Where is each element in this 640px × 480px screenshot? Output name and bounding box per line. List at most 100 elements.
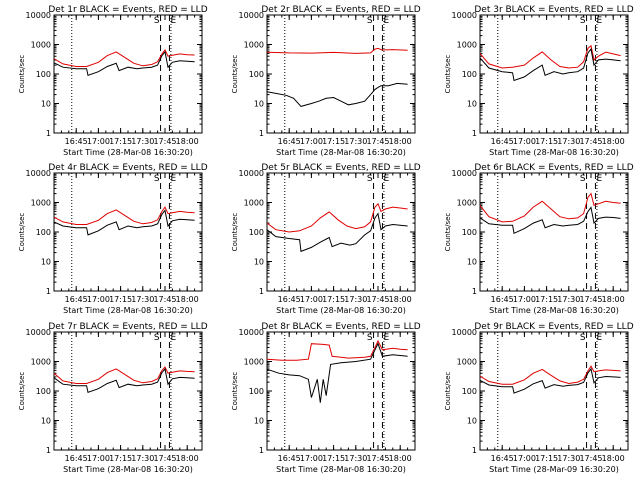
series-line: [479, 365, 621, 385]
marker-label: E: [596, 174, 602, 184]
y-tick-label: 10: [41, 258, 51, 267]
x-axis-label: Start Time (28-Mar-08 16:30:20): [63, 465, 193, 474]
x-tick-label: 17:45: [366, 295, 389, 304]
y-tick-label: 1000: [244, 358, 264, 367]
y-tick-label: 10: [254, 417, 264, 426]
marker-label: S: [154, 174, 160, 184]
series-line: [53, 49, 195, 67]
marker-label: S: [367, 333, 373, 343]
y-tick-label: 10: [467, 258, 477, 267]
x-tick-label: 18:00: [176, 137, 199, 146]
series-line: [266, 202, 408, 233]
x-tick-label: 17:15: [109, 454, 132, 463]
y-tick-label: 10: [467, 100, 477, 109]
x-tick-label: 16:45: [65, 454, 88, 463]
x-axis-label: Start Time (28-Mar-08 16:30:20): [63, 148, 193, 157]
series-line: [266, 339, 408, 361]
x-tick-label: 17:15: [322, 295, 345, 304]
chart-title: Det 1r BLACK = Events, RED = LLD: [48, 5, 207, 15]
plot-frame: [479, 14, 629, 134]
x-tick-label: 17:00: [300, 137, 323, 146]
marker-label: S: [367, 174, 373, 184]
chart-title: Det 6r BLACK = Events, RED = LLD: [474, 163, 633, 173]
x-tick-label: 17:45: [579, 137, 602, 146]
x-tick-label: 17:15: [322, 454, 345, 463]
y-tick-label: 10: [467, 417, 477, 426]
x-tick-label: 17:45: [153, 137, 176, 146]
marker-label: E: [170, 16, 176, 26]
y-axis-label: Counts/sec: [231, 213, 239, 252]
chart-title: Det 7r BLACK = Events, RED = LLD: [48, 322, 207, 332]
y-tick-label: 1000: [31, 199, 51, 208]
x-tick-label: 17:15: [322, 137, 345, 146]
x-tick-label: 18:00: [602, 295, 625, 304]
x-axis-label: Start Time (28-Mar-08 16:30:20): [489, 148, 619, 157]
chart-panel: Det 1r BLACK = Events, RED = LLD 1 10 100 10…: [18, 5, 208, 157]
y-tick-label: 1: [472, 129, 477, 138]
y-tick-label: 10000: [452, 328, 477, 337]
plot-frame: [53, 14, 203, 134]
marker-label: E: [383, 16, 389, 26]
x-tick-label: 17:30: [344, 454, 367, 463]
x-tick-label: 17:00: [300, 454, 323, 463]
series-line: [266, 342, 408, 403]
y-tick-label: 100: [249, 387, 264, 396]
x-axis-label: Start Time (28-Mar-08 16:30:20): [276, 148, 406, 157]
x-tick-label: 17:00: [513, 295, 536, 304]
y-axis-label: Counts/sec: [444, 213, 452, 252]
plot-frame: [479, 172, 629, 292]
series-line: [479, 192, 621, 223]
chart-title: Det 2r BLACK = Events, RED = LLD: [261, 5, 420, 15]
x-tick-label: 17:00: [513, 137, 536, 146]
y-tick-label: 1: [259, 287, 264, 296]
y-tick-label: 100: [36, 387, 51, 396]
x-tick-label: 16:45: [491, 295, 514, 304]
marker-label: S: [154, 16, 160, 26]
x-tick-label: 17:00: [300, 295, 323, 304]
y-tick-label: 1: [46, 446, 51, 455]
chart-panel: Det 2r BLACK = Events, RED = LLD 1 10 100 10…: [231, 5, 421, 157]
marker-label: S: [367, 16, 373, 26]
marker-label: E: [596, 16, 602, 26]
y-tick-label: 1: [259, 129, 264, 138]
x-tick-label: 17:30: [344, 295, 367, 304]
series-line: [53, 209, 195, 236]
y-axis-label: Counts/sec: [18, 213, 26, 252]
y-tick-label: 10000: [452, 11, 477, 20]
x-tick-label: 17:30: [557, 137, 580, 146]
chart-title: Det 4r BLACK = Events, RED = LLD: [48, 163, 207, 173]
y-tick-label: 100: [249, 228, 264, 237]
chart-panel: Det 9r BLACK = Events, RED = LLD 1 10 100 10…: [444, 322, 634, 474]
plot-frame: [53, 172, 203, 292]
x-tick-label: 18:00: [389, 454, 412, 463]
y-axis-label: Counts/sec: [444, 372, 452, 411]
x-axis-label: Start Time (28-Mar-08 16:30:20): [63, 306, 193, 315]
y-tick-label: 1000: [244, 199, 264, 208]
y-tick-label: 10000: [239, 11, 264, 20]
x-tick-label: 17:00: [87, 454, 110, 463]
x-tick-label: 17:30: [557, 454, 580, 463]
plot-frame: [266, 331, 416, 451]
x-tick-label: 17:00: [87, 295, 110, 304]
y-tick-label: 10000: [239, 328, 264, 337]
x-tick-label: 17:15: [109, 137, 132, 146]
y-tick-label: 1: [46, 129, 51, 138]
series-line: [266, 212, 408, 253]
x-tick-label: 17:45: [579, 295, 602, 304]
series-line: [479, 367, 621, 394]
marker-label: E: [383, 333, 389, 343]
y-tick-label: 10000: [26, 328, 51, 337]
y-tick-label: 100: [462, 387, 477, 396]
x-axis-label: Start Time (28-Mar-09 16:30:20): [489, 465, 619, 474]
x-tick-label: 16:45: [65, 295, 88, 304]
y-tick-label: 100: [462, 228, 477, 237]
x-tick-label: 16:45: [278, 137, 301, 146]
y-tick-label: 10000: [26, 169, 51, 178]
y-tick-label: 10000: [452, 169, 477, 178]
y-tick-label: 100: [36, 70, 51, 79]
x-tick-label: 17:15: [535, 295, 558, 304]
y-tick-label: 1000: [244, 41, 264, 50]
series-line: [53, 206, 195, 225]
y-axis-label: Counts/sec: [444, 55, 452, 94]
